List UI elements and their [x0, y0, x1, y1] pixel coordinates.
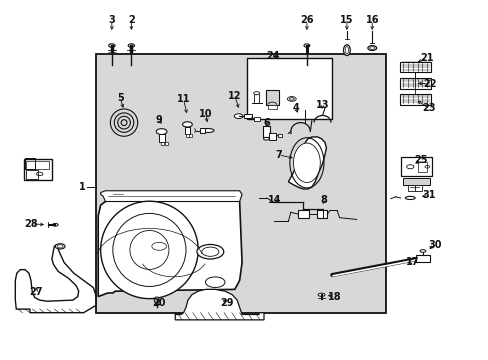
Text: 13: 13 — [315, 100, 328, 110]
Polygon shape — [175, 289, 264, 320]
Text: 5: 5 — [117, 93, 123, 103]
Bar — [399, 62, 430, 72]
Bar — [400, 157, 431, 176]
Ellipse shape — [263, 138, 269, 140]
Polygon shape — [98, 193, 242, 297]
Text: 31: 31 — [421, 190, 435, 200]
Bar — [26, 161, 49, 168]
Ellipse shape — [130, 230, 168, 269]
Text: 26: 26 — [300, 15, 313, 26]
Bar — [246, 58, 331, 119]
Text: 30: 30 — [427, 239, 441, 249]
Polygon shape — [15, 244, 96, 313]
Text: 18: 18 — [327, 292, 341, 302]
Text: 3: 3 — [108, 15, 115, 26]
Text: 27: 27 — [29, 287, 42, 297]
Ellipse shape — [205, 277, 224, 288]
Ellipse shape — [289, 98, 294, 100]
Bar — [254, 94, 259, 103]
Bar — [277, 134, 281, 137]
Polygon shape — [101, 191, 242, 202]
Bar — [399, 94, 430, 105]
Text: 24: 24 — [265, 51, 279, 61]
Ellipse shape — [405, 196, 414, 199]
Text: 21: 21 — [419, 53, 433, 63]
Text: 6: 6 — [263, 118, 269, 128]
Ellipse shape — [128, 44, 134, 47]
Bar — [414, 185, 422, 191]
Bar — [164, 142, 167, 145]
Ellipse shape — [318, 293, 325, 296]
Ellipse shape — [108, 44, 115, 47]
Ellipse shape — [202, 247, 219, 256]
Text: 23: 23 — [421, 103, 435, 113]
Bar — [415, 255, 429, 262]
Ellipse shape — [152, 242, 166, 250]
Bar — [244, 114, 251, 118]
Ellipse shape — [287, 96, 296, 101]
Text: 25: 25 — [413, 155, 427, 165]
Bar — [316, 211, 327, 218]
Polygon shape — [288, 137, 326, 189]
Text: 4: 4 — [292, 103, 299, 113]
Bar — [160, 142, 163, 145]
Ellipse shape — [367, 46, 376, 50]
Ellipse shape — [52, 224, 58, 226]
Ellipse shape — [343, 45, 349, 55]
Bar — [185, 134, 188, 137]
Text: 28: 28 — [24, 219, 38, 229]
Ellipse shape — [55, 244, 65, 249]
Bar — [417, 162, 427, 172]
Ellipse shape — [197, 244, 224, 259]
Bar — [407, 185, 414, 191]
Bar — [266, 90, 278, 105]
Text: 29: 29 — [220, 298, 234, 308]
Text: 10: 10 — [198, 109, 212, 119]
Text: 2: 2 — [128, 15, 135, 26]
Text: 17: 17 — [405, 257, 419, 267]
Text: 20: 20 — [152, 298, 165, 308]
Bar — [268, 133, 276, 140]
Text: 22: 22 — [422, 79, 436, 89]
Bar — [199, 129, 205, 133]
Bar — [298, 211, 308, 218]
Bar — [159, 134, 164, 142]
Ellipse shape — [234, 114, 243, 118]
Text: 11: 11 — [177, 94, 190, 104]
Text: 14: 14 — [267, 195, 281, 205]
Text: 16: 16 — [365, 15, 378, 26]
Ellipse shape — [101, 201, 198, 299]
Ellipse shape — [182, 122, 192, 127]
Ellipse shape — [419, 250, 425, 252]
Bar — [189, 134, 192, 137]
Ellipse shape — [113, 213, 185, 287]
Ellipse shape — [304, 44, 309, 47]
Text: 12: 12 — [227, 91, 241, 101]
Ellipse shape — [202, 129, 214, 132]
Text: 15: 15 — [340, 15, 353, 26]
Bar — [96, 54, 385, 313]
Bar — [25, 158, 35, 169]
Bar — [267, 105, 276, 109]
Bar — [26, 170, 38, 179]
Ellipse shape — [253, 92, 259, 95]
Text: 1: 1 — [79, 182, 86, 192]
Bar — [254, 117, 260, 121]
Bar — [263, 126, 270, 137]
Bar — [399, 78, 430, 89]
Bar — [24, 159, 52, 180]
Ellipse shape — [154, 297, 159, 303]
Bar — [184, 127, 190, 134]
Text: 7: 7 — [275, 150, 282, 160]
Text: 9: 9 — [156, 115, 162, 125]
Ellipse shape — [293, 143, 320, 183]
Ellipse shape — [156, 129, 166, 135]
Text: 8: 8 — [320, 195, 327, 205]
Bar — [402, 178, 429, 185]
